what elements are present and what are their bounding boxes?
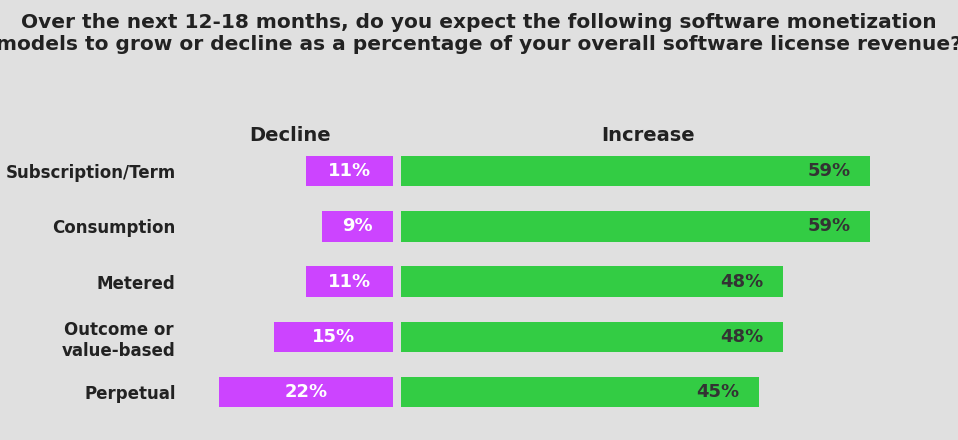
Text: 45%: 45% bbox=[696, 383, 740, 401]
Text: 48%: 48% bbox=[719, 273, 764, 290]
Text: 11%: 11% bbox=[329, 273, 372, 290]
Bar bbox=[306, 156, 394, 187]
Bar bbox=[322, 211, 394, 242]
Text: 22%: 22% bbox=[285, 383, 328, 401]
Text: 11%: 11% bbox=[329, 162, 372, 180]
Bar bbox=[401, 266, 783, 297]
Bar bbox=[218, 377, 394, 407]
Text: Increase: Increase bbox=[601, 126, 695, 145]
Bar bbox=[274, 322, 394, 352]
Text: Over the next 12-18 months, do you expect the following software monetization
mo: Over the next 12-18 months, do you expec… bbox=[0, 13, 958, 54]
Text: 9%: 9% bbox=[342, 217, 373, 235]
Bar bbox=[306, 266, 394, 297]
Bar bbox=[401, 377, 759, 407]
Text: 59%: 59% bbox=[808, 217, 851, 235]
Text: 59%: 59% bbox=[808, 162, 851, 180]
Bar bbox=[401, 211, 871, 242]
Text: 48%: 48% bbox=[719, 328, 764, 346]
Bar bbox=[401, 156, 871, 187]
Text: Decline: Decline bbox=[249, 126, 331, 145]
Bar bbox=[401, 322, 783, 352]
Text: 15%: 15% bbox=[312, 328, 355, 346]
